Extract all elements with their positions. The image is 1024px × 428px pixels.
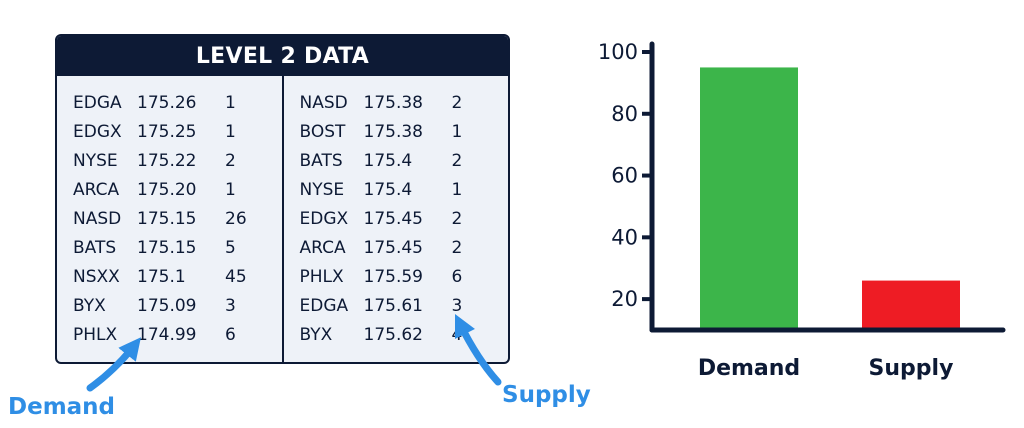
- exchange-cell: BATS: [73, 237, 117, 258]
- price-cell: 175.62: [363, 324, 423, 345]
- ask-row: EDGA 175.61 3: [284, 291, 509, 320]
- size-cell: 1: [225, 92, 236, 113]
- ask-row: NASD 175.38 2: [284, 88, 509, 117]
- supply-annotation: Supply: [502, 382, 591, 408]
- demand-annotation: Demand: [8, 394, 116, 420]
- size-cell: 1: [225, 121, 236, 142]
- exchange-cell: BYX: [73, 295, 106, 316]
- level2-body: EDGA 175.26 1 EDGX 175.25 1 NYSE 175.22 2 ARCA 175…: [57, 76, 508, 362]
- exchange-cell: EDGX: [299, 208, 349, 229]
- size-cell: 26: [225, 208, 247, 229]
- price-cell: 174.99: [137, 324, 197, 345]
- exchange-cell: NSXX: [73, 266, 120, 287]
- bid-row: EDGX 175.25 1: [57, 117, 282, 146]
- y-tick-label: 20: [611, 287, 638, 311]
- bid-row: BYX 175.09 3: [57, 291, 282, 320]
- size-cell: 1: [451, 121, 463, 142]
- price-cell: 175.38: [363, 121, 423, 142]
- size-cell: 45: [225, 266, 247, 287]
- exchange-cell: NASD: [299, 92, 348, 113]
- ask-row: PHLX 175.59 6: [284, 262, 509, 291]
- price-cell: 175.26: [137, 92, 197, 113]
- y-tick-label: 40: [611, 225, 638, 249]
- price-cell: 175.61: [363, 295, 423, 316]
- size-cell: 3: [451, 295, 463, 316]
- x-tick-label: Supply: [869, 356, 954, 381]
- supply-arrow-icon: [454, 313, 502, 386]
- bid-column: EDGA 175.26 1 EDGX 175.25 1 NYSE 175.22 2 ARCA 175…: [57, 76, 282, 362]
- exchange-cell: PHLX: [73, 324, 118, 345]
- size-cell: 2: [225, 150, 236, 171]
- ask-row: EDGX 175.45 2: [284, 204, 509, 233]
- exchange-cell: PHLX: [299, 266, 344, 287]
- ask-row: BOST 175.38 1: [284, 117, 509, 146]
- size-cell: 3: [225, 295, 236, 316]
- bid-row: NASD 175.15 26: [57, 204, 282, 233]
- bid-row: ARCA 175.20 1: [57, 175, 282, 204]
- price-cell: 175.4: [363, 150, 413, 171]
- exchange-cell: ARCA: [73, 179, 120, 200]
- bid-row: BATS 175.15 5: [57, 233, 282, 262]
- ask-row: BATS 175.4 2: [284, 146, 509, 175]
- y-tick-label: 100: [598, 40, 638, 64]
- price-cell: 175.59: [363, 266, 423, 287]
- size-cell: 2: [451, 150, 463, 171]
- level2-panel: LEVEL 2 DATA EDGA 175.26 1 EDGX 175.25 1 NYSE 1…: [55, 34, 510, 364]
- size-cell: 5: [225, 237, 236, 258]
- size-cell: 2: [451, 92, 463, 113]
- price-cell: 175.45: [363, 208, 423, 229]
- ask-row: ARCA 175.45 2: [284, 233, 509, 262]
- price-cell: 175.15: [137, 237, 197, 258]
- price-cell: 175.25: [137, 121, 197, 142]
- bar-demand: [700, 67, 798, 330]
- level2-title: LEVEL 2 DATA: [57, 36, 508, 76]
- ask-column: NASD 175.38 2 BOST 175.38 1 BATS 175.4 2 NYSE 175.…: [281, 76, 509, 362]
- exchange-cell: ARCA: [299, 237, 346, 258]
- price-cell: 175.09: [137, 295, 197, 316]
- ask-row: NYSE 175.4 1: [284, 175, 509, 204]
- exchange-cell: NYSE: [299, 179, 345, 200]
- exchange-cell: BATS: [299, 150, 343, 171]
- demand-arrow-icon: [86, 337, 141, 392]
- bid-row: NSXX 175.1 45: [57, 262, 282, 291]
- y-tick-label: 80: [611, 102, 638, 126]
- size-cell: 6: [225, 324, 236, 345]
- exchange-cell: EDGA: [299, 295, 349, 316]
- y-tick-label: 60: [611, 164, 638, 188]
- price-cell: 175.1: [137, 266, 186, 287]
- exchange-cell: NASD: [73, 208, 122, 229]
- size-cell: 6: [451, 266, 463, 287]
- size-cell: 1: [451, 179, 463, 200]
- price-cell: 175.15: [137, 208, 197, 229]
- price-cell: 175.22: [137, 150, 197, 171]
- bid-row: EDGA 175.26 1: [57, 88, 282, 117]
- exchange-cell: NYSE: [73, 150, 118, 171]
- price-cell: 175.4: [363, 179, 413, 200]
- size-cell: 2: [451, 208, 463, 229]
- x-tick-label: Demand: [698, 356, 800, 381]
- size-cell: 2: [451, 237, 463, 258]
- price-cell: 175.38: [363, 92, 423, 113]
- price-cell: 175.45: [363, 237, 423, 258]
- price-cell: 175.20: [137, 179, 197, 200]
- exchange-cell: BOST: [299, 121, 346, 142]
- bar-supply: [862, 280, 960, 330]
- size-cell: 1: [225, 179, 236, 200]
- bid-row: PHLX 174.99 6: [57, 320, 282, 349]
- exchange-cell: EDGX: [73, 121, 122, 142]
- bid-row: NYSE 175.22 2: [57, 146, 282, 175]
- exchange-cell: BYX: [299, 324, 333, 345]
- exchange-cell: EDGA: [73, 92, 122, 113]
